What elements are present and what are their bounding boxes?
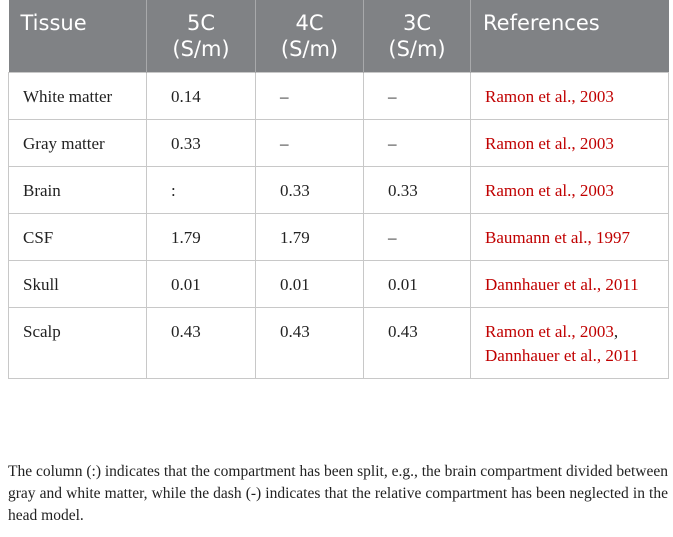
header-text: 5C (S/m): [172, 11, 230, 61]
reference-link: Dannhauer et al., 2011: [485, 275, 639, 294]
conductivity-cell: –: [363, 213, 471, 261]
reference-separator: ,: [613, 322, 619, 341]
reference-link: Ramon et al., 2003: [485, 134, 614, 153]
conductivity-cell: 1.79: [146, 213, 256, 261]
conductivity-value: –: [388, 87, 397, 106]
conductivity-value: –: [388, 228, 397, 247]
references-cell: Dannhauer et al., 2011: [470, 260, 669, 308]
tissue-cell: Gray matter: [8, 119, 147, 167]
conductivity-cell: –: [255, 72, 364, 120]
conductivity-cell: :: [146, 166, 256, 214]
reference-link: Ramon et al., 2003: [485, 322, 614, 341]
references-cell: Ramon et al., 2003, Dannhauer et al., 201…: [470, 307, 669, 379]
conductivity-value: –: [280, 87, 289, 106]
tissue-cell: Scalp: [8, 307, 147, 379]
tissue-cell: Skull: [8, 260, 147, 308]
references-cell: Baumann et al., 1997: [470, 213, 669, 261]
table-row: CSF 1.79 1.79 – Baumann et al., 1997: [8, 213, 669, 261]
header-text: References: [483, 11, 600, 35]
data-table: Tissue 5C (S/m) 4C (S/m) 3C (S/m) References…: [8, 0, 669, 379]
table-row: Brain: 0.33 0.33 Ramon et al., 2003: [8, 166, 669, 214]
conductivity-cell: 0.43: [146, 307, 256, 379]
conductivity-cell: 0.33: [363, 166, 471, 214]
conductivity-value: 0.01: [388, 275, 418, 294]
reference-link: Dannhauer et al., 2011: [485, 346, 639, 365]
conductivity-cell: 0.33: [146, 119, 256, 167]
tissue-cell: Brain: [8, 166, 147, 214]
header-text: 3C (S/m): [388, 11, 446, 61]
conductivity-value: 0.14: [171, 87, 201, 106]
conductivity-cell: 0.01: [363, 260, 471, 308]
conductivity-value: 0.01: [280, 275, 310, 294]
conductivity-value: 0.43: [171, 322, 201, 341]
conductivity-value: –: [388, 134, 397, 153]
header-cell: References: [470, 0, 669, 73]
conductivity-cell: –: [363, 119, 471, 167]
header-cell: 5C (S/m): [146, 0, 256, 73]
conductivity-cell: 0.01: [255, 260, 364, 308]
conductivity-cell: 1.79: [255, 213, 364, 261]
conductivity-value: –: [280, 134, 289, 153]
conductivity-cell: 0.01: [146, 260, 256, 308]
conductivity-cell: 0.33: [255, 166, 364, 214]
reference-link: Ramon et al., 2003: [485, 181, 614, 200]
header-cell: 3C (S/m): [363, 0, 471, 73]
conductivity-value: 0.01: [171, 275, 201, 294]
reference-link: Baumann et al., 1997: [485, 228, 630, 247]
tissue-name: White matter: [23, 87, 113, 106]
conductivity-value: 0.33: [280, 181, 310, 200]
table-body: White matter 0.14– – Ramon et al., 2003 Gray…: [8, 72, 669, 379]
header-text: 4C (S/m): [280, 11, 339, 61]
references-cell: Ramon et al., 2003: [470, 119, 669, 167]
conductivity-cell: –: [255, 119, 364, 167]
tissue-name: CSF: [23, 228, 54, 247]
header-cell: Tissue: [8, 0, 147, 73]
tissue-cell: White matter: [8, 72, 147, 120]
conductivity-cell: 0.14: [146, 72, 256, 120]
conductivity-value: 1.79: [171, 228, 201, 247]
table-row: Scalp 0.43 0.43 0.43 Ramon et al., 2003, Dann…: [8, 307, 669, 379]
conductivity-value: 0.33: [171, 134, 201, 153]
conductivity-cell: 0.43: [363, 307, 471, 379]
tissue-name: Scalp: [23, 322, 61, 341]
conductivity-cell: –: [363, 72, 471, 120]
header-text: Tissue: [20, 11, 87, 35]
table-row: Gray matter 0.33 – – Ramon et al., 2003: [8, 119, 669, 167]
header-row: Tissue 5C (S/m) 4C (S/m) 3C (S/m) References: [8, 0, 669, 73]
reference-link: Ramon et al., 2003: [485, 87, 614, 106]
header-cell: 4C (S/m): [255, 0, 364, 73]
tissue-name: Gray matter: [23, 134, 105, 153]
references-cell: Ramon et al., 2003: [470, 72, 669, 120]
tissue-cell: CSF: [8, 213, 147, 261]
conductivity-value: 0.43: [388, 322, 418, 341]
tissue-name: Brain: [23, 181, 61, 200]
table-row: White matter 0.14 – – Ramon et al., 2003: [8, 72, 669, 120]
footnote: The column (:) indicates that the compar…: [8, 463, 668, 524]
tissue-name: Skull: [23, 275, 59, 294]
conductivity-value: 0.43: [280, 322, 310, 341]
table-row: Skull 0.01 0.01 0.01 Dannhauer et al., 2011: [8, 260, 669, 308]
conductivity-value: 1.79: [280, 228, 310, 247]
conductivity-cell: 0.43: [255, 307, 364, 379]
conductivity-value: 0.33: [388, 181, 418, 200]
references-cell: Ramon et al., 2003: [470, 166, 669, 214]
conductivity-value: :: [171, 181, 176, 200]
